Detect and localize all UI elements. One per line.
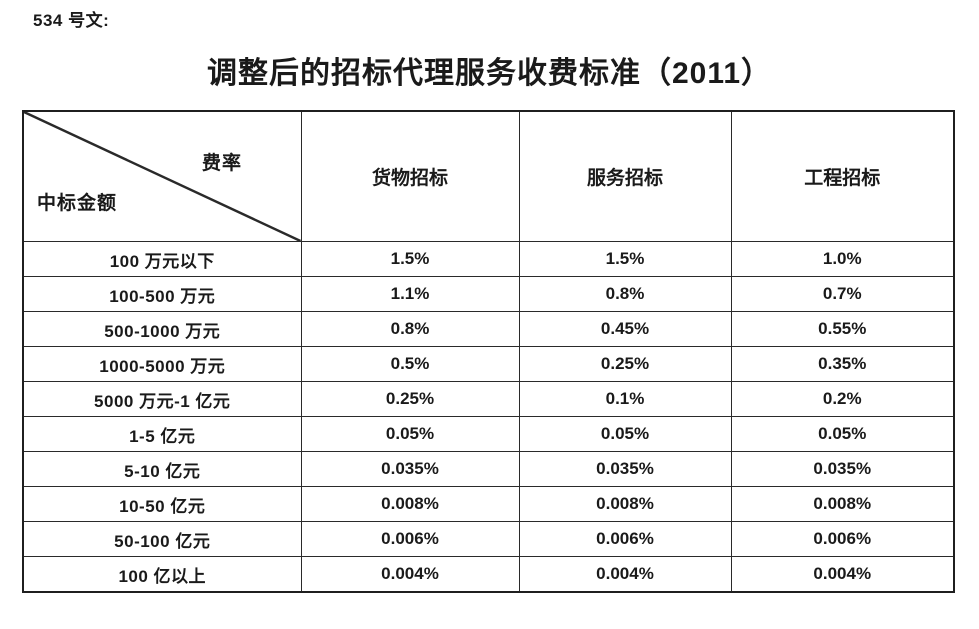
row-value-services: 0.05% — [518, 416, 732, 452]
row-label: 100 亿以上 — [22, 556, 302, 593]
row-value-engineering: 0.008% — [730, 486, 955, 522]
row-value-engineering: 0.006% — [730, 521, 955, 557]
column-header-services: 服务招标 — [518, 110, 732, 242]
diagonal-divider-line — [24, 112, 300, 241]
row-value-services: 0.004% — [518, 556, 732, 593]
table-row: 100 亿以上 0.004% 0.004% 0.004% — [22, 556, 955, 593]
row-value-services: 0.1% — [518, 381, 732, 417]
row-label: 50-100 亿元 — [22, 521, 302, 557]
table-header-row: 费率 中标金额 货物招标 服务招标 工程招标 — [22, 110, 955, 242]
row-value-engineering: 0.7% — [730, 276, 955, 312]
corner-label-amount: 中标金额 — [37, 193, 118, 214]
table-row: 500-1000 万元 0.8% 0.45% 0.55% — [22, 311, 955, 347]
row-label: 100-500 万元 — [22, 276, 302, 312]
row-label: 1-5 亿元 — [22, 416, 302, 452]
row-value-goods: 0.8% — [300, 311, 520, 347]
row-label: 1000-5000 万元 — [22, 346, 302, 382]
fee-rate-table: 费率 中标金额 货物招标 服务招标 工程招标 100 万元以下 1.5% 1.5… — [22, 110, 955, 593]
row-label: 5-10 亿元 — [22, 451, 302, 487]
table-row: 10-50 亿元 0.008% 0.008% 0.008% — [22, 486, 955, 522]
table-row: 50-100 亿元 0.006% 0.006% 0.006% — [22, 521, 955, 557]
diagonal-corner-cell: 费率 中标金额 — [22, 110, 302, 242]
row-value-services: 0.035% — [518, 451, 732, 487]
row-value-engineering: 0.55% — [730, 311, 955, 347]
row-label: 10-50 亿元 — [22, 486, 302, 522]
row-value-goods: 0.004% — [300, 556, 520, 593]
row-value-goods: 1.5% — [300, 241, 520, 277]
row-value-goods: 1.1% — [300, 276, 520, 312]
row-value-goods: 0.25% — [300, 381, 520, 417]
row-value-services: 0.25% — [518, 346, 732, 382]
table-row: 5000 万元-1 亿元 0.25% 0.1% 0.2% — [22, 381, 955, 417]
table-row: 1000-5000 万元 0.5% 0.25% 0.35% — [22, 346, 955, 382]
corner-label-rate: 费率 — [202, 153, 243, 174]
document-ref-label: 534 号文: — [33, 11, 110, 30]
table-body: 100 万元以下 1.5% 1.5% 1.0% 100-500 万元 1.1% … — [22, 241, 955, 593]
row-value-services: 1.5% — [518, 241, 732, 277]
row-label: 100 万元以下 — [22, 241, 302, 277]
column-header-goods: 货物招标 — [300, 110, 520, 242]
row-value-goods: 0.006% — [300, 521, 520, 557]
row-value-services: 0.45% — [518, 311, 732, 347]
table-row: 100-500 万元 1.1% 0.8% 0.7% — [22, 276, 955, 312]
row-value-engineering: 0.05% — [730, 416, 955, 452]
table-row: 100 万元以下 1.5% 1.5% 1.0% — [22, 241, 955, 277]
row-label: 5000 万元-1 亿元 — [22, 381, 302, 417]
row-value-goods: 0.05% — [300, 416, 520, 452]
row-value-services: 0.006% — [518, 521, 732, 557]
row-value-engineering: 1.0% — [730, 241, 955, 277]
row-value-engineering: 0.004% — [730, 556, 955, 593]
row-value-goods: 0.008% — [300, 486, 520, 522]
column-header-engineering: 工程招标 — [730, 110, 955, 242]
page-title: 调整后的招标代理服务收费标准（2011） — [206, 57, 773, 90]
row-value-services: 0.008% — [518, 486, 732, 522]
row-value-engineering: 0.035% — [730, 451, 955, 487]
row-label: 500-1000 万元 — [22, 311, 302, 347]
row-value-engineering: 0.35% — [730, 346, 955, 382]
row-value-goods: 0.5% — [300, 346, 520, 382]
table-row: 5-10 亿元 0.035% 0.035% 0.035% — [22, 451, 955, 487]
row-value-services: 0.8% — [518, 276, 732, 312]
table-row: 1-5 亿元 0.05% 0.05% 0.05% — [22, 416, 955, 452]
row-value-goods: 0.035% — [300, 451, 520, 487]
row-value-engineering: 0.2% — [730, 381, 955, 417]
